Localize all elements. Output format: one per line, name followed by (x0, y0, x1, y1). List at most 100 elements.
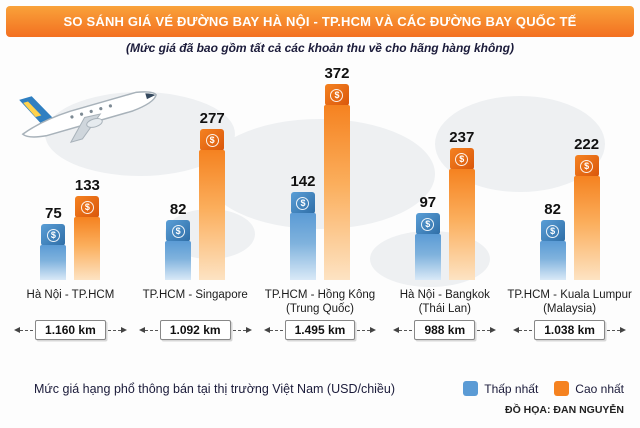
distance-row: 988 km (393, 320, 497, 340)
dollar-sign-icon: $ (80, 200, 94, 214)
dollar-cube-icon: $ (415, 213, 440, 235)
bar (165, 241, 192, 280)
bar-column-high: 133 $ (74, 177, 101, 280)
bar-column-low: 97 $ (414, 194, 441, 280)
bar-column-high: 237 $ (448, 129, 475, 280)
legend-swatch-high-icon (554, 381, 570, 396)
bar-pair: 82 $222 $ (539, 66, 600, 280)
bar-value: 372 (324, 65, 350, 82)
arrow-right-icon (619, 327, 626, 333)
dash-line (477, 329, 491, 331)
page-title: SO SÁNH GIÁ VÉ ĐƯỜNG BAY HÀ NỘI - TP.HCM… (63, 14, 577, 29)
legend-item-high: Cao nhất (554, 381, 624, 396)
arrow-left-icon (14, 327, 21, 333)
bar (40, 245, 67, 280)
arrow-left-icon (263, 327, 270, 333)
bar-column-low: 142 $ (289, 173, 316, 280)
dollar-sign-icon: $ (330, 88, 344, 102)
distance-value: 1.092 km (159, 320, 231, 340)
bar (323, 105, 350, 280)
dash-line (232, 329, 246, 331)
bar-column-high: 277 $ (199, 110, 226, 280)
dollar-cube-icon: $ (200, 129, 225, 151)
chart-group: 82 $222 $ TP.HCM - Kuala Lumpur (Malaysia) 1.… (507, 66, 632, 340)
bar (289, 213, 316, 280)
bar-value: 82 (544, 201, 561, 218)
airplane-illustration (19, 91, 157, 144)
dash-line (519, 329, 533, 331)
legend-swatch-low-icon (463, 381, 479, 396)
legend: Thấp nhất Cao nhất (463, 381, 624, 396)
dollar-cube-icon: $ (290, 192, 315, 214)
bar-value: 82 (169, 201, 187, 218)
bar-chart: 75 $ 133 $ Hà Nội - TP.HCM 1.160 km 82 $277 $ TP.… (8, 65, 632, 340)
chart-group: 82 $277 $ TP.HCM - Singapore 1.092 km (133, 66, 258, 340)
subtitle: (Mức giá đã bao gồm tất cả các khoản thu… (126, 41, 514, 55)
dollar-cube-icon: $ (75, 196, 100, 218)
dash-line (357, 329, 371, 331)
dollar-cube-icon: $ (449, 148, 474, 170)
bar (199, 150, 226, 280)
legend-item-low: Thấp nhất (463, 381, 538, 396)
distance-value: 1.038 km (534, 320, 605, 340)
dash-line (107, 329, 121, 331)
dollar-sign-icon: $ (171, 224, 185, 238)
route-label: TP.HCM - Kuala Lumpur (Malaysia) (507, 289, 632, 316)
bar (448, 169, 475, 280)
bar-pair: 142 $ 372 $ (289, 65, 350, 280)
legend-label-low: Thấp nhất (484, 381, 539, 396)
bar-value: 97 (419, 194, 437, 211)
dollar-cube-icon: $ (574, 155, 599, 177)
arrow-left-icon (513, 327, 520, 333)
price-note: Mức giá hạng phổ thông bán tại thị trườn… (34, 381, 395, 396)
route-label: TP.HCM - Hồng Kông (Trung Quốc) (264, 289, 376, 316)
chart-group: 75 $ 133 $ Hà Nội - TP.HCM 1.160 km (8, 66, 133, 340)
footer: Mức giá hạng phổ thông bán tại thị trườn… (34, 381, 624, 396)
bar-value: 222 (574, 136, 600, 153)
chart-group: 97 $237 $ Hà Nội - Bangkok (Thái Lan) 988 km (382, 66, 507, 340)
bar-column-low: 82 $ (165, 201, 192, 280)
bar-column-low: 75 $ (40, 205, 67, 280)
route-label: Hà Nội - TP.HCM (26, 289, 115, 301)
distance-value: 1.160 km (35, 320, 106, 340)
route-label: Hà Nội - Bangkok (Thái Lan) (399, 289, 490, 316)
bar (414, 234, 441, 280)
distance-value: 1.495 km (284, 320, 356, 340)
arrow-left-icon (138, 327, 145, 333)
bar-value: 277 (199, 110, 225, 127)
dollar-cube-icon: $ (324, 84, 349, 106)
dollar-sign-icon: $ (455, 152, 469, 166)
distance-value: 988 km (414, 320, 476, 340)
bar-pair: 75 $ 133 $ (40, 66, 101, 280)
dollar-cube-icon: $ (41, 224, 66, 246)
dash-line (20, 329, 34, 331)
distance-row: 1.038 km (513, 320, 626, 340)
dollar-cube-icon: $ (540, 220, 565, 242)
arrow-right-icon (370, 327, 377, 333)
dash-line (269, 329, 283, 331)
header-band: SO SÁNH GIÁ VÉ ĐƯỜNG BAY HÀ NỘI - TP.HCM… (6, 6, 634, 37)
dash-line (144, 329, 158, 331)
bar-pair: 97 $237 $ (414, 66, 475, 280)
arrow-right-icon (245, 327, 252, 333)
bar-value: 133 (74, 177, 100, 194)
credit: ĐỒ HỌA: ĐAN NGUYỄN (504, 404, 624, 416)
distance-row: 1.495 km (263, 320, 377, 340)
arrow-right-icon (120, 327, 127, 333)
bar-column-high: 372 $ (323, 65, 350, 280)
dollar-sign-icon: $ (546, 224, 560, 238)
dash-line (606, 329, 620, 331)
dash-line (399, 329, 413, 331)
legend-label-high: Cao nhất (575, 381, 624, 396)
dollar-sign-icon: $ (296, 196, 310, 210)
arrow-left-icon (393, 327, 400, 333)
dollar-sign-icon: $ (205, 133, 219, 147)
dollar-cube-icon: $ (166, 220, 191, 242)
bar (74, 217, 101, 280)
dollar-sign-icon: $ (421, 217, 435, 231)
dollar-sign-icon: $ (580, 159, 594, 173)
arrow-right-icon (490, 327, 497, 333)
bar (573, 176, 600, 280)
bar-column-low: 82 $ (539, 201, 566, 280)
